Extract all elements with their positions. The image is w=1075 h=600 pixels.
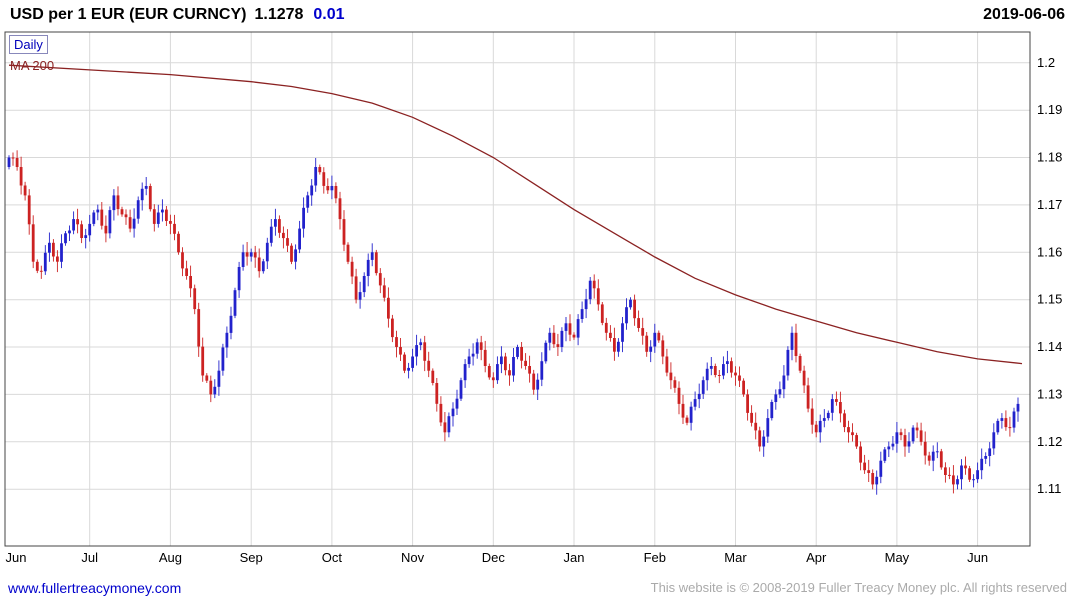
gridlines xyxy=(5,32,1030,546)
x-axis-label: Mar xyxy=(724,550,747,565)
quote-date: 2019-06-06 xyxy=(983,6,1065,23)
page-footer: www.fullertreacymoney.com This website i… xyxy=(0,575,1075,600)
x-axis-label: Apr xyxy=(806,550,827,565)
y-axis-label: 1.19 xyxy=(1037,102,1062,117)
candles-group xyxy=(7,150,1020,495)
ma-200-line xyxy=(8,64,1023,365)
y-axis-label: 1.12 xyxy=(1037,434,1062,449)
copyright-text: This website is © 2008-2019 Fuller Treac… xyxy=(650,580,1067,595)
plot-border xyxy=(4,31,1031,547)
y-axis-label: 1.15 xyxy=(1037,292,1062,307)
y-axis-label: 1.16 xyxy=(1037,244,1062,259)
x-axis-label: Nov xyxy=(401,550,425,565)
x-axis-label: Oct xyxy=(322,550,343,565)
chart-header: USD per 1 EUR (EUR CURNCY) 1.1278 0.01 2… xyxy=(0,0,1075,30)
ma-200-label: MA 200 xyxy=(10,58,55,73)
y-axis-label: 1.11 xyxy=(1037,481,1061,496)
x-axis-label: Jun xyxy=(967,550,988,565)
x-axis-label: Jan xyxy=(564,550,585,565)
x-axis-label: May xyxy=(885,550,910,565)
candlestick-chart: 1.2 1.19 1.18 1.17 1.16 1.15 1.14 1.13 1.12 1.11 J… xyxy=(4,31,1062,565)
y-axis-label: 1.2 xyxy=(1037,55,1055,70)
x-axis-label: Dec xyxy=(482,550,506,565)
x-axis-label: Feb xyxy=(644,550,666,565)
chart-area: 1.2 1.19 1.18 1.17 1.16 1.15 1.14 1.13 1.12 1.11 J… xyxy=(0,30,1075,575)
timeframe-badge[interactable]: Daily xyxy=(9,35,48,54)
x-axis-label: Jul xyxy=(81,550,98,565)
footer-link[interactable]: www.fullertreacymoney.com xyxy=(8,579,182,596)
y-axis-label: 1.18 xyxy=(1037,150,1062,165)
x-axis-label: Aug xyxy=(159,550,182,565)
last-price: 1.1278 xyxy=(254,6,304,23)
y-axis-label: 1.14 xyxy=(1037,339,1062,354)
instrument-title: USD per 1 EUR (EUR CURNCY) xyxy=(10,6,247,23)
x-axis-label: Sep xyxy=(240,550,263,565)
price-change: 0.01 xyxy=(313,6,345,23)
y-axis-label: 1.13 xyxy=(1037,386,1062,401)
y-axis-label: 1.17 xyxy=(1037,197,1062,212)
x-axis-label: Jun xyxy=(6,550,27,565)
